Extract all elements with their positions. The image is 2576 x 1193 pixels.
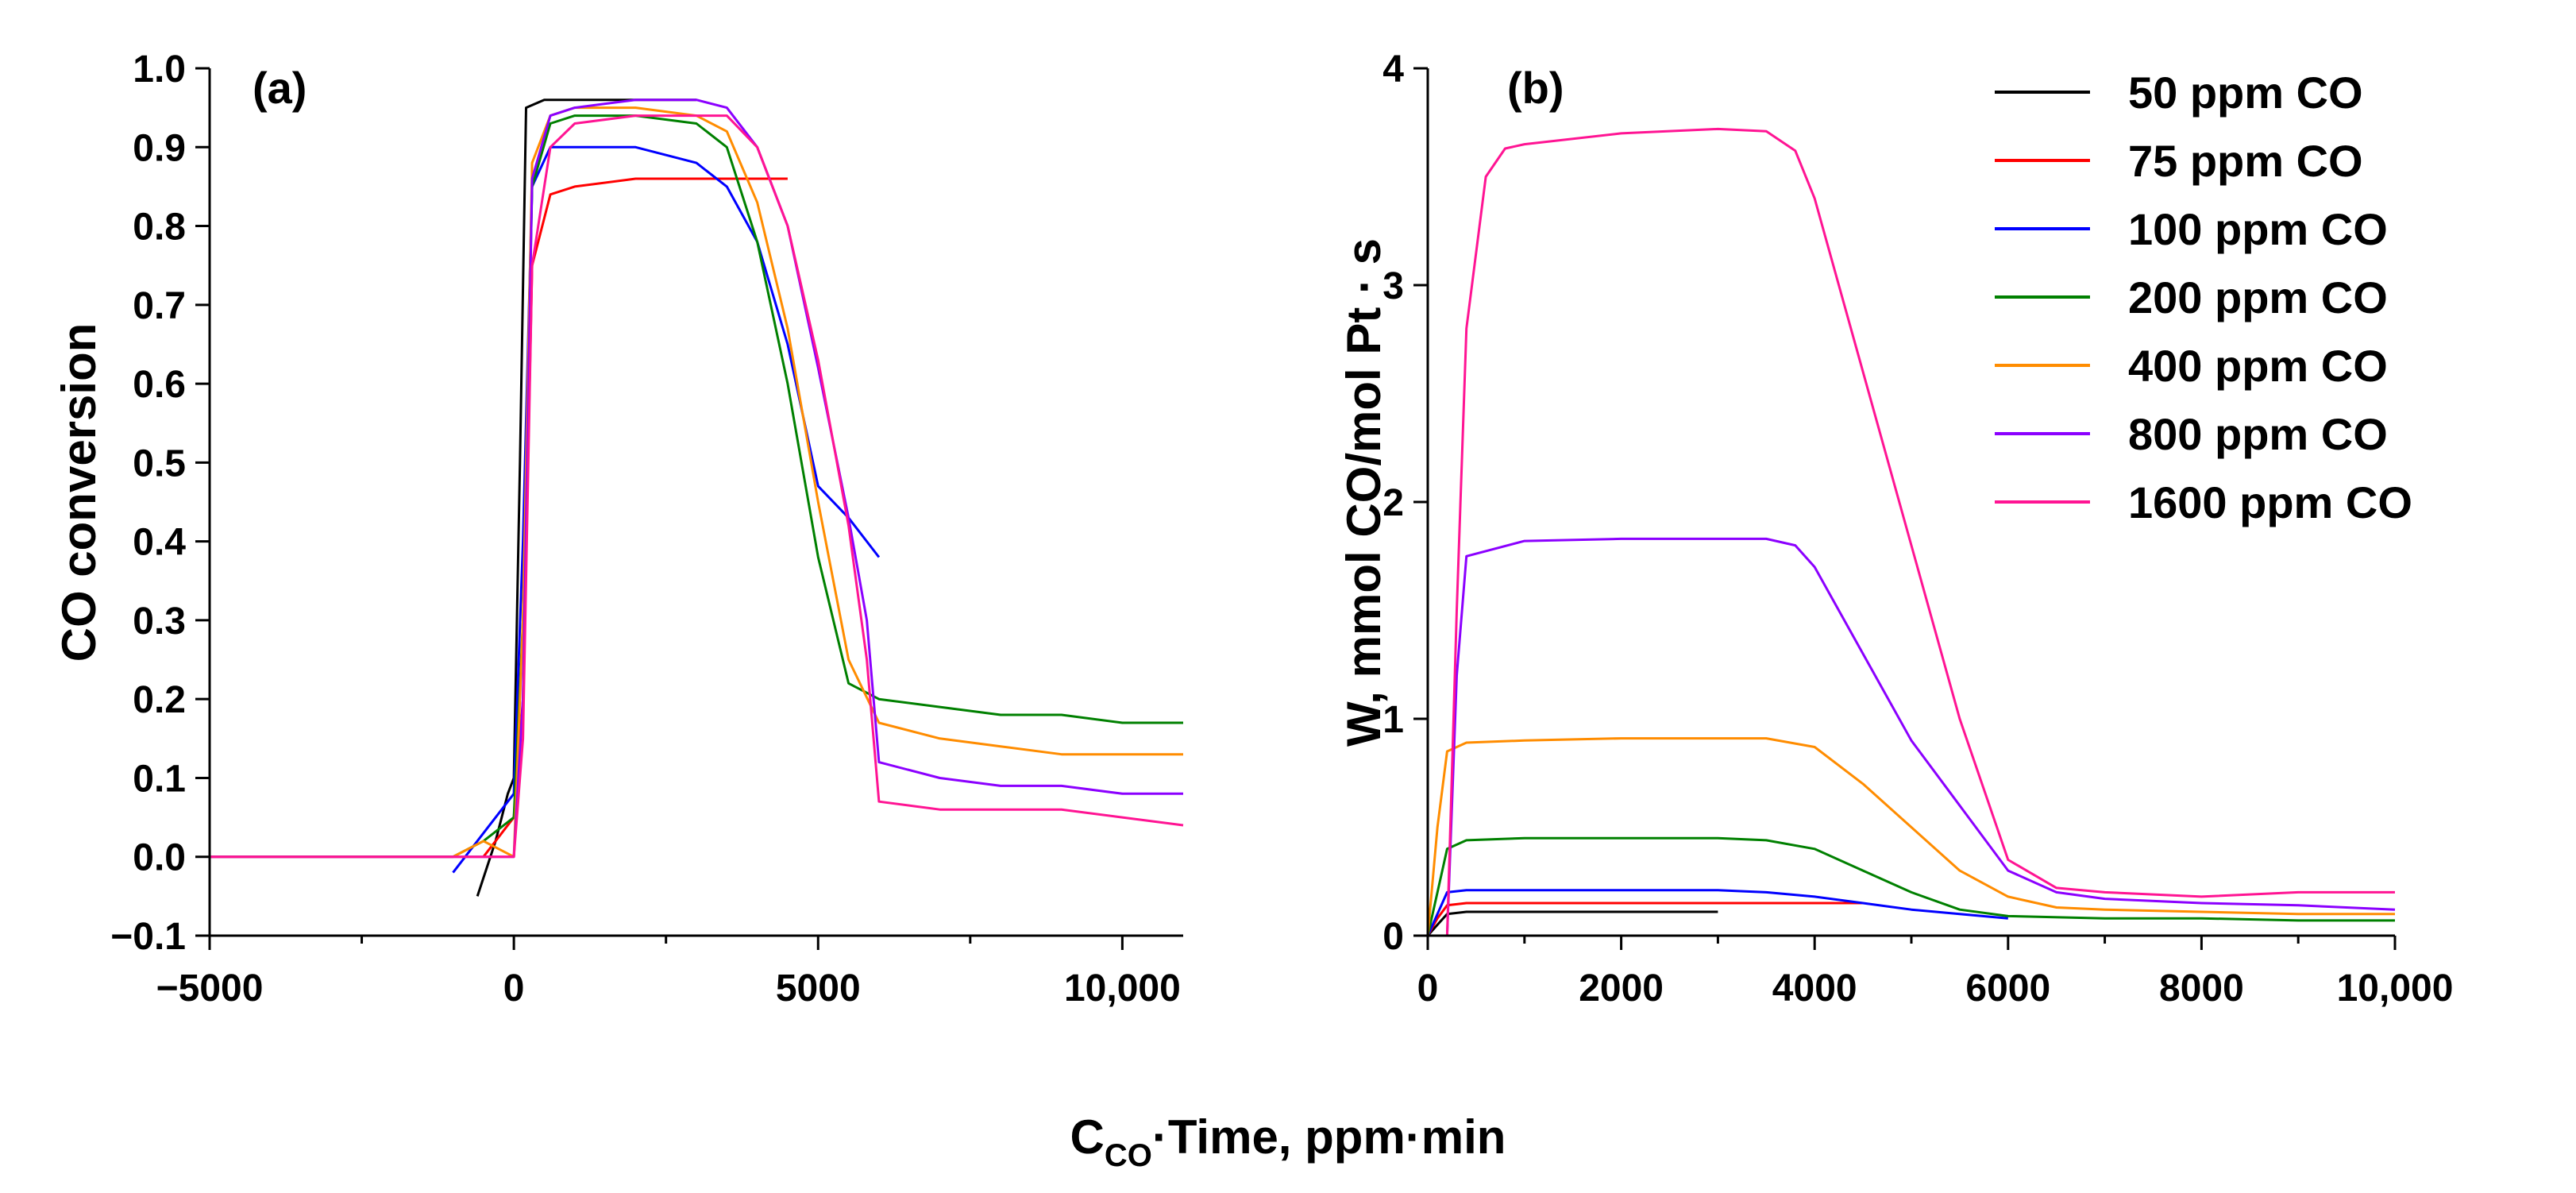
y-tick-label: 0 — [1382, 916, 1404, 958]
legend-label: 200 ppm CO — [2128, 272, 2388, 322]
panel-a-series-50-ppm-co — [476, 98, 696, 897]
x-axis-title-main: C — [1070, 1110, 1105, 1164]
panel-b-y-axis-title: W, mmol CO/mol Pt · s — [1337, 238, 1390, 747]
y-tick-label: 2 — [1382, 482, 1404, 524]
y-tick-label: 1 — [1382, 699, 1404, 741]
y-tick-label: 0.3 — [133, 600, 186, 643]
panel-a-series-200-ppm-co — [210, 114, 1183, 859]
y-tick-label: 0.7 — [133, 285, 186, 327]
panel-a-series-800-ppm-co — [210, 98, 1183, 859]
x-tick-label: 5000 — [776, 967, 861, 1010]
y-tick-label: 0.2 — [133, 679, 186, 721]
x-axis-title-rest: ·Time, ppm·min — [1152, 1110, 1506, 1164]
panel-a-label: (a) — [253, 63, 307, 113]
legend-label: 100 ppm CO — [2128, 204, 2388, 254]
legend-entry-100: 100 ppm CO — [1995, 204, 2388, 254]
x-axis-title: CCO·Time, ppm·min — [1070, 1110, 1506, 1173]
panel-b-series-400-ppm-co — [1426, 737, 2395, 936]
legend-label: 1600 ppm CO — [2128, 477, 2412, 527]
panel-a-y-axis-title: CO conversion — [52, 323, 106, 662]
y-tick-label: 0.0 — [133, 837, 186, 879]
y-tick-label: 0.6 — [133, 364, 186, 406]
legend-label: 75 ppm CO — [2128, 136, 2363, 186]
legend: 50 ppm CO 75 ppm CO 100 ppm CO 200 ppm C… — [1995, 68, 2412, 527]
x-tick-label: 0 — [503, 967, 525, 1010]
panel-b-series-800-ppm-co — [1428, 537, 2396, 937]
y-tick-label: 0.5 — [133, 442, 186, 485]
x-tick-label: 8000 — [2159, 967, 2244, 1010]
panel-b: (b) W, mmol CO/mol Pt · s 0 2000 4000 6000 8… — [1337, 48, 2453, 1010]
y-tick-label: 0.4 — [133, 522, 186, 564]
panel-a-ticks: −5000 0 5000 10,000 −0.1 0.0 0.1 0.2 0.3 0.4 0.5 0.… — [110, 48, 1181, 1010]
x-tick-label: 0 — [1417, 967, 1439, 1010]
legend-label: 800 ppm CO — [2128, 409, 2388, 459]
legend-entry-1600: 1600 ppm CO — [1995, 477, 2412, 527]
x-axis-title-subscript: CO — [1105, 1138, 1152, 1173]
x-tick-label: 4000 — [1772, 967, 1857, 1010]
legend-entry-75: 75 ppm CO — [1995, 136, 2363, 186]
x-tick-label: −5000 — [156, 967, 264, 1010]
legend-label: 400 ppm CO — [2128, 341, 2388, 391]
y-tick-label: −0.1 — [110, 916, 186, 958]
y-tick-label: 0.1 — [133, 758, 186, 800]
legend-entry-50: 50 ppm CO — [1995, 68, 2363, 118]
y-tick-label: 1.0 — [133, 48, 186, 91]
panel-a-axes — [208, 68, 1183, 937]
x-tick-label: 6000 — [1965, 967, 2050, 1010]
y-tick-label: 4 — [1382, 48, 1404, 91]
panel-a-plot-area — [208, 68, 1184, 937]
legend-label: 50 ppm CO — [2128, 68, 2363, 118]
legend-entry-200: 200 ppm CO — [1995, 272, 2388, 322]
x-tick-label: 10,000 — [2337, 967, 2454, 1010]
legend-entry-400: 400 ppm CO — [1995, 341, 2388, 391]
panel-b-series-50-ppm-co — [1426, 910, 1718, 936]
panel-b-series-1600-ppm-co — [1428, 127, 2395, 937]
panel-b-ticks: 0 2000 4000 6000 8000 10,000 0 1 2 3 4 — [1382, 48, 2453, 1010]
panel-a-series-400-ppm-co — [210, 106, 1183, 859]
panel-b-series-100-ppm-co — [1426, 889, 2008, 936]
y-tick-label: 3 — [1382, 265, 1404, 307]
y-tick-label: 0.9 — [133, 127, 186, 169]
legend-entry-800: 800 ppm CO — [1995, 409, 2388, 459]
x-tick-label: 10,000 — [1064, 967, 1181, 1010]
panel-a-series-1600-ppm-co — [210, 114, 1184, 859]
panel-b-series-75-ppm-co — [1426, 902, 1864, 936]
panel-b-series-200-ppm-co — [1426, 836, 2395, 936]
y-tick-label: 0.8 — [133, 207, 186, 249]
panel-a: (a) CO conversion −5000 0 5000 10,000 −0.1 0.… — [52, 48, 1184, 1010]
x-tick-label: 2000 — [1579, 967, 1664, 1010]
panel-b-label: (b) — [1507, 63, 1564, 113]
